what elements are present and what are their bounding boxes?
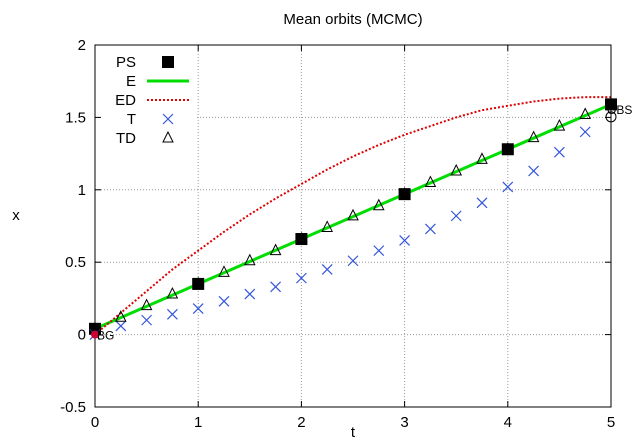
series-t-point: [553, 146, 565, 158]
series-e-line: [94, 103, 612, 331]
series-ps-point: [398, 188, 411, 201]
series-td-point: [501, 142, 514, 154]
series-td-point: [372, 198, 385, 211]
series-t-point: [321, 264, 333, 275]
series-t-point: [141, 314, 153, 326]
annotation-label: OBS: [607, 103, 632, 117]
series-t-point: [399, 235, 411, 246]
x-tick-label: 2: [297, 414, 305, 431]
plot-frame: [94, 44, 612, 408]
legend-label-e: E: [126, 73, 136, 90]
x-tick-label: 0: [91, 414, 99, 431]
series-t-point: [218, 295, 230, 307]
annotations: BG OBS: [91, 103, 632, 343]
y-tick-label: 2: [78, 37, 86, 54]
series-td-point: [424, 175, 437, 188]
legend-label-t: T: [127, 111, 136, 128]
legend-label-ps: PS: [116, 54, 136, 71]
series-td-point: [269, 243, 282, 256]
y-tick-label: 0: [78, 327, 86, 344]
series-td-point: [398, 187, 411, 199]
annotation-label: BG: [97, 329, 114, 343]
series-td-point: [140, 298, 153, 311]
series-ps-point: [295, 233, 308, 246]
x-tick-label: 1: [194, 414, 202, 431]
series-td-point: [243, 253, 256, 266]
series-t-point: [192, 303, 204, 314]
x-tick-label: 3: [400, 414, 408, 431]
x-tick-label: 4: [504, 414, 512, 431]
annotation-marker: [605, 111, 617, 123]
series-t-point: [476, 197, 488, 209]
series-t-point: [166, 308, 178, 320]
axis-ticks: 0 1 2 3 4 5 -0.5 0 0.5 1 1.5 2: [60, 37, 615, 431]
series-td-point: [192, 276, 205, 289]
series-td-point: [295, 231, 308, 244]
series-t-point: [502, 181, 514, 193]
legend-label-ed: ED: [115, 92, 136, 109]
series-td-point: [347, 208, 359, 221]
legend-swatch-td: [162, 130, 174, 143]
series-t-point: [347, 255, 359, 267]
series-t-point: [244, 288, 256, 300]
annotation-marker: [91, 330, 99, 339]
series-td-point: [218, 265, 230, 277]
series-td-point: [476, 152, 488, 164]
y-tick-label: 0.5: [65, 254, 86, 271]
grid: [95, 45, 611, 407]
series-ps-point: [192, 277, 205, 290]
series-td-point: [450, 163, 463, 176]
x-axis-label: t: [351, 424, 356, 439]
legend-swatch-ps: [162, 56, 174, 68]
series-t-point: [528, 165, 540, 177]
series-t-point: [295, 272, 307, 284]
x-tick-label: 5: [607, 414, 615, 431]
y-axis-label: x: [12, 207, 20, 224]
series-t-point: [270, 281, 282, 293]
series-td-point: [553, 118, 566, 131]
series-ps-point: [501, 143, 514, 156]
series-t-point: [579, 126, 591, 138]
y-tick-label: 1: [78, 182, 86, 199]
series-td-point: [579, 107, 592, 120]
plot-series: [89, 96, 617, 341]
chart-title: Mean orbits (MCMC): [283, 11, 422, 28]
y-tick-label: 1.5: [65, 109, 86, 126]
series-td-point: [166, 286, 179, 299]
series-t-point: [115, 320, 127, 332]
legend-label-td: TD: [116, 130, 136, 147]
series-td-point: [114, 310, 127, 322]
y-tick-label: -0.5: [60, 399, 86, 416]
series-td-point: [321, 220, 334, 232]
legend-swatch-t: [162, 113, 174, 125]
series-t-point: [424, 223, 436, 235]
legend: PS E ED T TD: [101, 50, 197, 148]
series-t-point: [373, 245, 385, 257]
series-t-point: [450, 210, 462, 222]
series-td-point: [527, 130, 540, 143]
